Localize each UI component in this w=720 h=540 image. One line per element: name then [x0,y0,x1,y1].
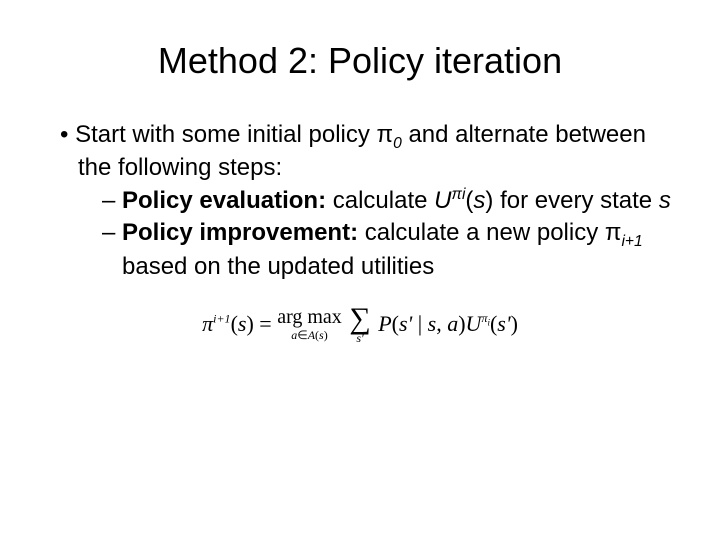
f-rparen-eq: ) = [246,311,271,336]
sum-block: ∑ s' [349,304,370,344]
f-bar: | [412,311,427,336]
sub-bullet-improvement: Policy improvement: calculate a new poli… [102,218,680,281]
f-pi-sup: i+1 [213,311,230,325]
am-A: A [308,328,315,342]
f-P-open: ( [392,311,399,336]
sigma: ∑ [349,304,370,334]
bullet-text-pre: Start with some initial policy [75,121,376,148]
am-in: ∈ [297,328,307,342]
s-var: s [473,187,485,214]
f-a: a [447,311,458,336]
policy-improvement-label: Policy improvement: [122,219,358,246]
rhs: P(s' | s, a)Uπi(s') [378,311,518,337]
pi-subscript-0: 0 [393,135,402,152]
f-P: P [378,311,391,336]
f-U: U [466,311,482,336]
slide-title: Method 2: Policy iteration [40,40,680,82]
sub-bullet-evaluation: Policy evaluation: calculate Uπi(s) for … [102,185,680,216]
pi-symbol: π [377,121,394,148]
policy-evaluation-label: Policy evaluation: [122,187,326,214]
f-pi: π [202,311,213,336]
pi-sup-sym: π [451,186,461,203]
slide-container: Method 2: Policy iteration Start with so… [0,0,720,540]
am-pc: ) [324,328,328,342]
f-lparen: ( [231,311,238,336]
sub1-post: for every state [493,187,658,214]
f-s2: s [428,311,437,336]
argmax-text: arg max [277,307,342,327]
f-P-close: ) [458,311,465,336]
f-comma: , [436,311,447,336]
pi-symbol-2: π [605,219,622,246]
bullet-main: Start with some initial policy π0 and al… [60,120,680,183]
policy-improvement-formula: πi+1(s) = arg max a∈A(s) ∑ s' P(s' | s, … [202,304,518,344]
pi-superscript: πi [451,186,465,203]
sub1-mid: calculate [326,187,434,214]
U-symbol: U [434,187,451,214]
sub2-mid: calculate a new policy [358,219,605,246]
formula-container: πi+1(s) = arg max a∈A(s) ∑ s' P(s' | s, … [40,304,680,344]
argmax-block: arg max a∈A(s) [277,307,342,341]
f-sprime: s' [399,311,412,336]
f-U-sup: πi [481,311,490,325]
f-U-sprime: s' [497,311,510,336]
s-var-2: s [659,187,671,214]
f-U-close: ) [511,311,518,336]
lhs: πi+1(s) = [202,311,272,337]
sub2-post: based on the updated utilities [122,253,434,280]
pi-subscript-i1: i+1 [621,233,642,250]
f-pi-sup-txt: i+1 [213,311,230,325]
argmax-sub: a∈A(s) [277,329,342,341]
